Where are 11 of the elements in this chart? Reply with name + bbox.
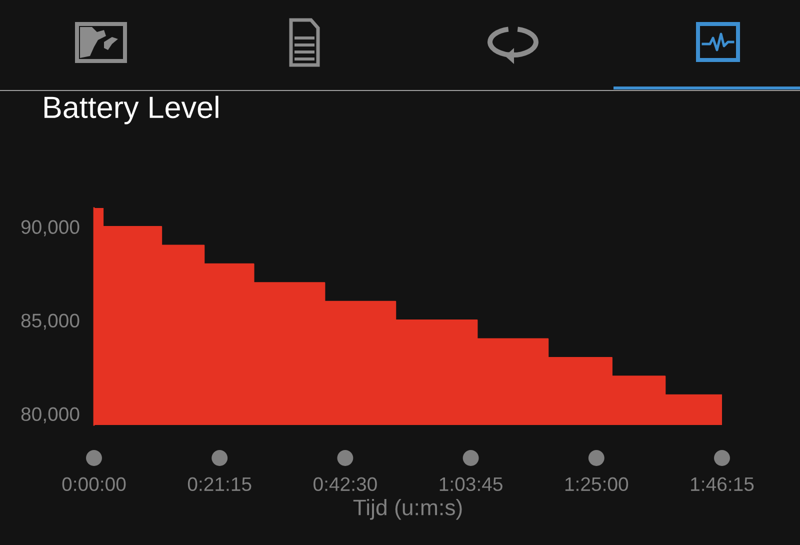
x-tick-label: 1:25:00 [565,477,628,492]
y-tick-label: 85,000 [21,314,80,330]
x-tick-label: 0:42:30 [314,477,377,492]
x-tick-label: 1:03:45 [440,477,502,492]
x-axis-title: Tijd (u:m:s) [353,499,462,520]
x-tick-label: 0:21:15 [188,477,252,492]
y-tick-label: 90,000 [21,220,80,236]
x-tick-label: 1:46:15 [691,477,754,492]
x-tick-label: 0:00:00 [62,477,126,492]
y-tick-label: 80,000 [21,407,80,424]
chart-title: Battery Level [44,96,218,124]
